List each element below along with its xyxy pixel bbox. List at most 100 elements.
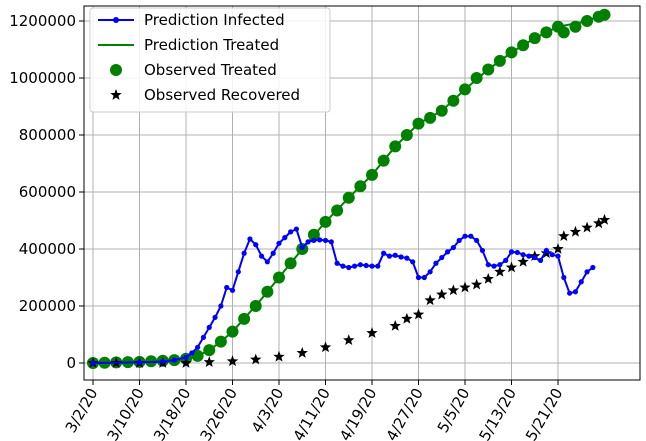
data-point	[375, 263, 381, 269]
data-point	[334, 260, 340, 266]
data-point	[482, 272, 494, 284]
legend-item: Observed Recovered	[110, 86, 300, 104]
legend-box	[89, 7, 331, 113]
data-point	[485, 262, 491, 268]
data-point	[491, 263, 497, 269]
data-point	[543, 247, 549, 254]
data-point	[412, 308, 425, 320]
data-point	[366, 327, 378, 338]
data-point	[558, 230, 570, 242]
y-tick-label: 1200000	[9, 12, 76, 30]
data-point	[514, 249, 520, 256]
data-point	[505, 261, 518, 273]
data-point	[136, 359, 143, 366]
series-line	[92, 13, 605, 364]
data-point	[253, 242, 259, 248]
data-point	[508, 249, 515, 255]
data-point	[479, 247, 486, 254]
y-tick-label: 0	[66, 354, 76, 372]
data-point	[424, 294, 436, 306]
data-point	[357, 262, 363, 268]
data-point	[450, 244, 456, 251]
data-point	[183, 354, 189, 360]
data-point	[250, 353, 262, 365]
data-point	[203, 356, 215, 367]
series-prediction-infected	[90, 226, 596, 366]
data-point	[273, 350, 285, 362]
data-point	[247, 236, 253, 242]
y-tick-label: 600000	[19, 183, 76, 201]
data-point	[427, 269, 433, 275]
data-point	[206, 324, 212, 330]
data-point	[459, 281, 471, 293]
data-point	[346, 264, 352, 271]
data-point	[462, 233, 468, 239]
data-point	[299, 244, 305, 251]
legend-item: Prediction Infected	[98, 11, 285, 29]
data-point	[389, 319, 401, 331]
series-layer	[87, 8, 611, 369]
series-prediction-treated	[92, 13, 605, 364]
data-point	[229, 287, 236, 293]
data-point	[470, 278, 483, 290]
data-point	[322, 237, 329, 244]
data-point	[218, 303, 224, 309]
data-point	[171, 357, 177, 363]
data-point	[270, 250, 276, 256]
data-point	[552, 243, 564, 254]
data-point	[288, 229, 294, 235]
data-point	[404, 255, 410, 261]
data-point	[160, 358, 166, 365]
data-point	[598, 213, 611, 225]
series-observed-recovered	[87, 213, 611, 368]
data-point	[456, 237, 462, 244]
data-point	[555, 253, 561, 259]
data-point	[567, 290, 573, 296]
data-point	[224, 284, 230, 291]
data-point	[369, 263, 375, 269]
data-point	[569, 225, 582, 237]
legend-label: Observed Treated	[144, 61, 277, 79]
legend: Prediction Infected Prediction Treated Obs…	[89, 7, 331, 113]
legend-label: Prediction Infected	[144, 11, 285, 29]
legend-item: Observed Treated	[110, 61, 277, 79]
data-point	[561, 274, 567, 281]
data-point	[549, 252, 555, 258]
data-point	[537, 257, 544, 263]
data-point	[572, 289, 579, 295]
data-point	[494, 265, 506, 277]
data-point	[410, 259, 416, 265]
data-point	[392, 252, 398, 258]
data-point	[532, 254, 538, 261]
data-point	[592, 217, 605, 229]
legend-item: Prediction Treated	[98, 36, 279, 54]
data-point	[90, 360, 96, 366]
data-point	[363, 262, 369, 269]
y-tick-label: 400000	[19, 240, 76, 258]
data-point	[520, 252, 526, 258]
data-point	[258, 253, 265, 259]
legend-label: Observed Recovered	[144, 86, 300, 104]
data-point	[189, 350, 195, 356]
data-point	[439, 254, 445, 261]
data-point	[557, 26, 570, 39]
data-point	[319, 341, 332, 353]
data-point	[195, 344, 201, 350]
data-point	[351, 263, 358, 269]
data-point	[433, 260, 439, 266]
data-point	[503, 257, 509, 263]
data-point	[241, 250, 247, 256]
data-point	[590, 264, 596, 271]
data-point	[386, 253, 393, 259]
data-point	[581, 221, 593, 233]
y-tick-label: 800000	[19, 126, 76, 144]
plot-frame	[83, 5, 641, 381]
data-point	[517, 255, 529, 267]
y-axis: 0 200000 400000 600000 800000 1000000 1200000	[9, 12, 84, 372]
data-point	[276, 240, 282, 246]
data-point	[584, 269, 590, 275]
data-point	[293, 226, 300, 232]
data-point	[578, 279, 584, 285]
data-point	[235, 269, 241, 275]
